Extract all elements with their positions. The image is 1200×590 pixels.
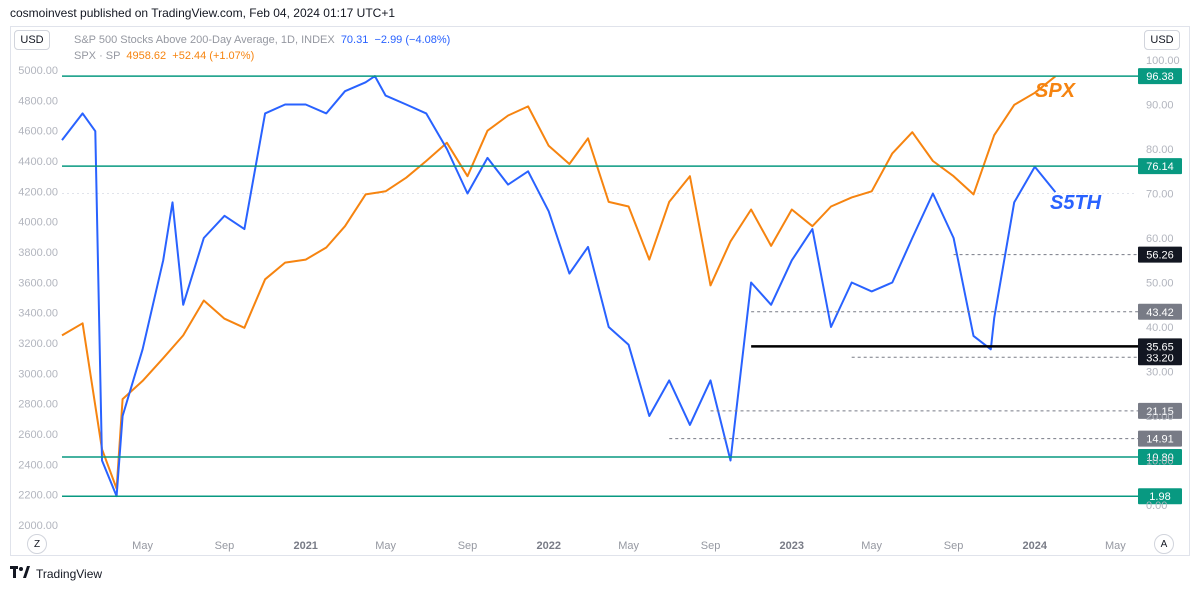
legend-s5th-change: −2.99 (−4.08%) bbox=[374, 34, 451, 46]
tradingview-logo-icon bbox=[10, 566, 30, 581]
legend-spx: SPX · SP 4958.62 +52.44 (+1.07%) bbox=[74, 50, 254, 62]
footer-brand: TradingView bbox=[36, 566, 103, 581]
legend-spx-change: +52.44 (+1.07%) bbox=[172, 50, 255, 62]
timezone-button[interactable]: Z bbox=[27, 534, 47, 554]
right-currency-button[interactable]: USD bbox=[1144, 30, 1180, 50]
left-currency-button[interactable]: USD bbox=[14, 30, 50, 50]
published-caption: cosmoinvest published on TradingView.com… bbox=[10, 6, 396, 20]
legend-spx-last: 4958.62 bbox=[126, 50, 167, 62]
auto-scale-button[interactable]: A bbox=[1154, 534, 1174, 554]
footer: TradingView bbox=[10, 566, 102, 581]
legend-spx-name: SPX · SP bbox=[74, 50, 121, 62]
legend-s5th-name: S&P 500 Stocks Above 200-Day Average, 1D… bbox=[74, 34, 335, 46]
chart-frame bbox=[10, 26, 1190, 556]
legend-s5th: S&P 500 Stocks Above 200-Day Average, 1D… bbox=[74, 34, 450, 46]
legend-s5th-last: 70.31 bbox=[340, 34, 369, 46]
